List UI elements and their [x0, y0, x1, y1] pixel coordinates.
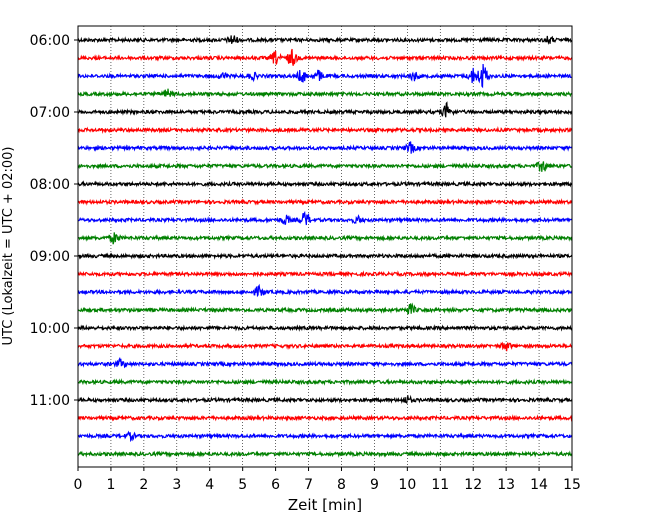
x-tick-label-13: 13	[497, 477, 515, 493]
x-axis-ticks: 0 1 2 3 4 5 6 7 8 9 10 11 12 13 14 15	[74, 467, 581, 493]
trace-0715	[77, 126, 573, 134]
trace-0815	[77, 198, 573, 206]
x-tick-label-5: 5	[238, 477, 247, 493]
y-tick-label-11:00: 11:00	[30, 393, 70, 409]
x-tick-label-2: 2	[139, 477, 148, 493]
trace-0730	[77, 141, 573, 154]
x-tick-label-11: 11	[431, 477, 449, 493]
trace-1000	[77, 324, 573, 332]
trace-0615	[77, 48, 573, 66]
x-tick-label-12: 12	[464, 477, 482, 493]
trace-1015	[77, 341, 573, 352]
trace-0900	[77, 252, 573, 260]
trace-0645	[77, 88, 573, 98]
trace-0845	[77, 232, 573, 245]
trace-0600	[77, 35, 573, 46]
x-tick-label-9: 9	[370, 477, 379, 493]
y-tick-label-08:00: 08:00	[30, 177, 70, 193]
trace-0700	[77, 101, 573, 118]
trace-0830	[77, 210, 573, 226]
trace-0945	[77, 302, 573, 315]
x-tick-label-14: 14	[530, 477, 548, 493]
trace-1130	[77, 430, 573, 443]
x-tick-label-0: 0	[74, 477, 83, 493]
x-tick-label-1: 1	[106, 477, 115, 493]
trace-layer	[77, 35, 573, 458]
trace-1145	[77, 450, 573, 458]
plot-frame	[77, 25, 573, 468]
trace-0800	[77, 180, 573, 188]
trace-1115	[77, 414, 573, 422]
y-tick-label-10:00: 10:00	[30, 321, 70, 337]
x-tick-label-10: 10	[398, 477, 416, 493]
x-tick-label-3: 3	[172, 477, 181, 493]
y-axis-label: UTC (Lokalzeit = UTC + 02:00)	[1, 147, 16, 346]
trace-1030	[77, 356, 573, 369]
trace-1100	[77, 394, 573, 405]
y-tick-label-07:00: 07:00	[30, 105, 70, 121]
y-axis-ticks: 06:00 07:00 08:00 09:00 10:00 11:00	[30, 33, 78, 409]
trace-0630	[77, 64, 573, 89]
x-tick-label-7: 7	[304, 477, 313, 493]
x-axis-label: Zeit [min]	[288, 496, 362, 514]
y-tick-label-09:00: 09:00	[30, 249, 70, 265]
trace-0745	[77, 161, 573, 172]
trace-1045	[77, 378, 573, 386]
x-tick-label-4: 4	[205, 477, 214, 493]
x-tick-label-6: 6	[271, 477, 280, 493]
trace-0915	[77, 270, 573, 278]
x-tick-label-15: 15	[563, 477, 581, 493]
trace-0930	[77, 283, 573, 298]
x-tick-label-8: 8	[337, 477, 346, 493]
y-tick-label-06:00: 06:00	[30, 33, 70, 49]
